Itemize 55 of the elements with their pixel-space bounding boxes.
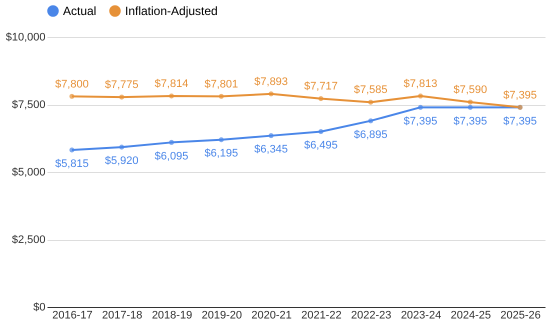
data-label: $7,814 — [154, 78, 188, 90]
point — [268, 133, 274, 138]
data-label: $7,717 — [304, 80, 338, 93]
data-label: $6,895 — [354, 128, 388, 141]
x-tick-label: 2020-21 — [251, 310, 292, 322]
x-tick-label: 2018-19 — [152, 310, 192, 322]
point — [218, 94, 224, 99]
legend-label: Inflation-Adjusted — [125, 4, 218, 18]
data-label: $7,590 — [453, 84, 488, 96]
point — [368, 100, 374, 105]
point — [119, 94, 124, 100]
point — [368, 118, 374, 124]
y-tick-label: $2,500 — [12, 234, 46, 246]
point — [119, 144, 124, 150]
point — [468, 104, 473, 110]
x-tick-label: 2024-25 — [450, 310, 491, 322]
y-tick-label: $7,500 — [12, 99, 46, 111]
data-label: $7,813 — [404, 78, 438, 90]
data-label: $6,095 — [154, 150, 188, 162]
point — [69, 94, 74, 99]
point — [169, 140, 174, 145]
x-tick-label: 2019-20 — [202, 310, 242, 322]
x-tick-label: 2022-23 — [351, 310, 392, 322]
x-tick-label: 2025-26 — [500, 310, 541, 322]
point — [268, 91, 274, 96]
point — [418, 94, 423, 99]
point — [418, 104, 423, 110]
data-label: $7,395 — [503, 89, 537, 102]
data-label: $6,495 — [304, 140, 338, 152]
data-label: $7,395 — [453, 115, 488, 128]
data-label: $7,801 — [204, 78, 238, 90]
x-tick-label: 2021-22 — [301, 310, 342, 322]
point — [468, 100, 473, 105]
y-tick-label: $0 — [33, 302, 46, 314]
data-label: $5,815 — [55, 158, 89, 170]
data-label: $7,800 — [55, 78, 89, 90]
data-label: $7,893 — [254, 76, 288, 88]
y-tick-label: $10,000 — [6, 32, 46, 44]
point — [169, 94, 174, 99]
data-label: $5,920 — [104, 155, 139, 168]
point — [318, 129, 324, 134]
x-tick-label: 2023-24 — [400, 310, 442, 322]
data-label: $7,395 — [503, 115, 537, 128]
data-label: $7,585 — [354, 84, 388, 96]
data-label: $6,195 — [204, 148, 238, 160]
x-tick-label: 2016-17 — [52, 310, 93, 322]
x-tick-label: 2017-18 — [102, 310, 142, 322]
point — [218, 137, 224, 142]
point — [69, 148, 74, 152]
data-label: $6,345 — [254, 144, 288, 156]
point — [318, 96, 324, 102]
data-label: $7,395 — [404, 115, 438, 128]
data-label: $7,775 — [104, 79, 139, 92]
y-tick-label: $5,000 — [12, 166, 46, 178]
legend-label: Actual — [63, 4, 96, 18]
